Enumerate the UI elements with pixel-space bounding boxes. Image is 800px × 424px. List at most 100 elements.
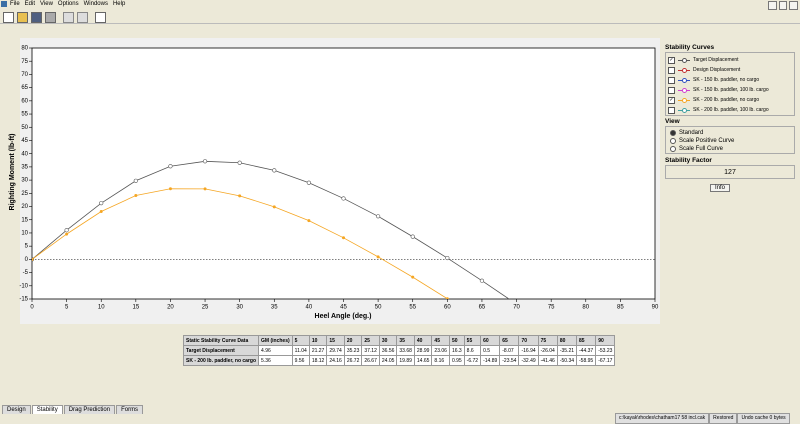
curve-swatch: [678, 107, 690, 113]
cell: 4.96: [258, 345, 293, 356]
curve-row[interactable]: ✓ SK - 200 lb. paddler, no cargo: [668, 95, 792, 105]
radio[interactable]: [670, 146, 676, 152]
y-tick-label: 45: [21, 138, 28, 144]
restore[interactable]: [778, 1, 788, 10]
curve-swatch: [678, 87, 690, 93]
cell: 36.56: [378, 345, 398, 356]
header-cell: 40: [413, 335, 433, 346]
point-marker: [168, 187, 172, 191]
tab[interactable]: Design: [2, 405, 31, 414]
checkbox[interactable]: [668, 106, 675, 114]
info-button[interactable]: Info: [710, 184, 730, 192]
tabs: Design Stability Drag Prediction Forms: [2, 405, 144, 414]
checkbox[interactable]: [668, 86, 675, 94]
curve-row[interactable]: SK - 150 lb. paddler, 100 lb. cargo: [668, 85, 792, 95]
point-marker: [307, 219, 311, 223]
curve-label: SK - 200 lb. paddler, no cargo: [693, 97, 760, 103]
status-bar: c:\kayak\rhodes\chatham17 58 incl.cak Res…: [615, 413, 790, 424]
plot-area: [31, 47, 656, 300]
open-button[interactable]: [17, 12, 28, 23]
view-option[interactable]: Standard: [670, 129, 790, 137]
checkbox[interactable]: ✓: [668, 56, 675, 64]
swatch-dot: [682, 67, 687, 73]
table: Static Stability Curve Data GM (inches) 5 1…: [182, 335, 616, 366]
checkbox[interactable]: ✓: [668, 96, 675, 104]
status-field: Undo cache 0 bytes: [737, 413, 790, 424]
checkbox[interactable]: [668, 66, 675, 74]
x-axis-label: Heel Angle (deg.): [315, 313, 372, 320]
point-marker: [411, 275, 415, 279]
menu-item[interactable]: Help: [112, 1, 126, 7]
help-button[interactable]: [95, 12, 106, 23]
menu-item[interactable]: Options: [57, 1, 79, 7]
cell: -14.89: [480, 355, 501, 366]
curve-row[interactable]: Design Displacement: [668, 65, 792, 75]
point-marker: [410, 234, 415, 239]
y-tick-label: 50: [21, 125, 28, 131]
point-marker: [376, 214, 381, 219]
y-tick-label: 0: [25, 257, 29, 263]
close[interactable]: [789, 1, 799, 10]
point-marker: [99, 201, 104, 206]
view-options: Standard Scale Positive Curve Scale Full C…: [665, 126, 795, 154]
curve-row[interactable]: SK - 150 lb. paddler, no cargo: [668, 75, 792, 85]
view-option[interactable]: Scale Positive Curve: [670, 137, 790, 145]
cell: 9.56: [291, 355, 310, 366]
cell: 23.06: [431, 345, 450, 356]
redo-button[interactable]: [77, 12, 88, 23]
table-row: SK - 200 lb. paddler, no cargo 5.36 9.56 18…: [182, 355, 616, 366]
header-cell: 75: [537, 335, 558, 346]
menu-item[interactable]: Edit: [24, 1, 36, 7]
menu-item[interactable]: Windows: [83, 1, 108, 7]
cell: 28.99: [413, 345, 433, 356]
y-tick-label: 55: [21, 112, 28, 118]
x-tick-label: 30: [236, 305, 243, 311]
y-tick-label: 35: [21, 164, 28, 170]
tab[interactable]: Stability: [31, 405, 63, 414]
point-marker: [168, 164, 173, 169]
x-tick-label: 15: [132, 305, 139, 311]
radio[interactable]: [670, 138, 676, 144]
factor-group: Stability Factor 127: [665, 157, 795, 181]
swatch-dot: [682, 87, 687, 93]
cell: -50.34: [556, 355, 578, 366]
toolbar: [0, 10, 800, 24]
menu-item[interactable]: File: [10, 1, 20, 7]
point-marker: [376, 255, 380, 259]
new-button[interactable]: [3, 12, 14, 23]
save-button[interactable]: [31, 12, 42, 23]
point-marker: [99, 209, 103, 213]
curve-row[interactable]: ✓ Target Displacement: [668, 55, 792, 65]
print-button[interactable]: [45, 12, 56, 23]
cell: -53.23: [595, 345, 616, 356]
header-cell: 10: [308, 335, 328, 346]
cell: -23.54: [499, 355, 520, 366]
curve-label: Design Displacement: [693, 67, 741, 73]
header-cell: 85: [576, 335, 597, 346]
cell: 5.36: [258, 355, 293, 366]
y-tick-label: 40: [21, 151, 28, 157]
y-tick-label: 10: [21, 231, 28, 237]
x-tick-label: 45: [340, 305, 347, 311]
radio[interactable]: [670, 130, 676, 136]
menu-item[interactable]: View: [40, 1, 53, 7]
x-tick-label: 35: [271, 305, 278, 311]
point-marker: [272, 168, 277, 173]
tab[interactable]: Forms: [116, 405, 144, 414]
status-field: c:\kayak\rhodes\chatham17 58 incl.cak: [615, 413, 710, 424]
cell: 29.74: [326, 345, 345, 356]
curve-row[interactable]: SK - 200 lb. paddler, 100 lb. cargo: [668, 105, 792, 115]
x-tick-label: 85: [617, 305, 624, 311]
menu: File Edit View Options Windows Help: [10, 1, 125, 7]
tab[interactable]: Drag Prediction: [63, 405, 116, 414]
x-tick-label: 80: [582, 305, 589, 311]
undo-button[interactable]: [63, 12, 74, 23]
y-tick-label: 80: [21, 46, 28, 52]
view-option[interactable]: Scale Full Curve: [670, 145, 790, 153]
cell: -58.95: [576, 355, 597, 366]
cell: 11.04: [291, 345, 310, 356]
y-tick-label: 60: [21, 98, 28, 104]
cell: -67.17: [595, 355, 616, 366]
checkbox[interactable]: [668, 76, 675, 84]
minimize[interactable]: [768, 1, 777, 10]
